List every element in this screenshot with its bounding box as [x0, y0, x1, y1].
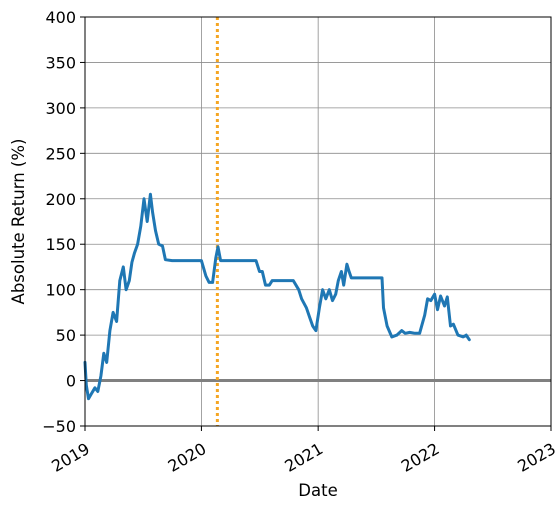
series-layer — [83, 192, 471, 401]
y-tick-label: 400 — [45, 8, 76, 27]
y-tick-label: 350 — [45, 53, 76, 72]
reference-lines — [85, 17, 551, 426]
y-tick-label: 200 — [45, 190, 76, 209]
x-axis-ticks: 2019 2020 2021 2022 2023 — [48, 426, 559, 476]
x-tick-label: 2023 — [514, 439, 559, 476]
y-axis-label: Absolute Return (%) — [9, 139, 28, 305]
y-tick-label: 50 — [56, 326, 76, 345]
x-tick-label: 2019 — [48, 439, 93, 476]
y-tick-label: 100 — [45, 281, 76, 300]
y-tick-label: 150 — [45, 235, 76, 254]
return-series-line — [83, 192, 471, 401]
y-axis-ticks: −50 0 50 100 150 200 250 300 350 400 — [42, 8, 85, 436]
x-tick-label: 2021 — [281, 439, 326, 476]
y-tick-label: 300 — [45, 99, 76, 118]
x-tick-label: 2020 — [165, 439, 210, 476]
y-tick-label: −50 — [42, 417, 76, 436]
y-tick-label: 0 — [66, 372, 76, 391]
x-axis-label: Date — [298, 481, 337, 500]
y-tick-label: 250 — [45, 144, 76, 163]
x-tick-label: 2022 — [398, 439, 443, 476]
